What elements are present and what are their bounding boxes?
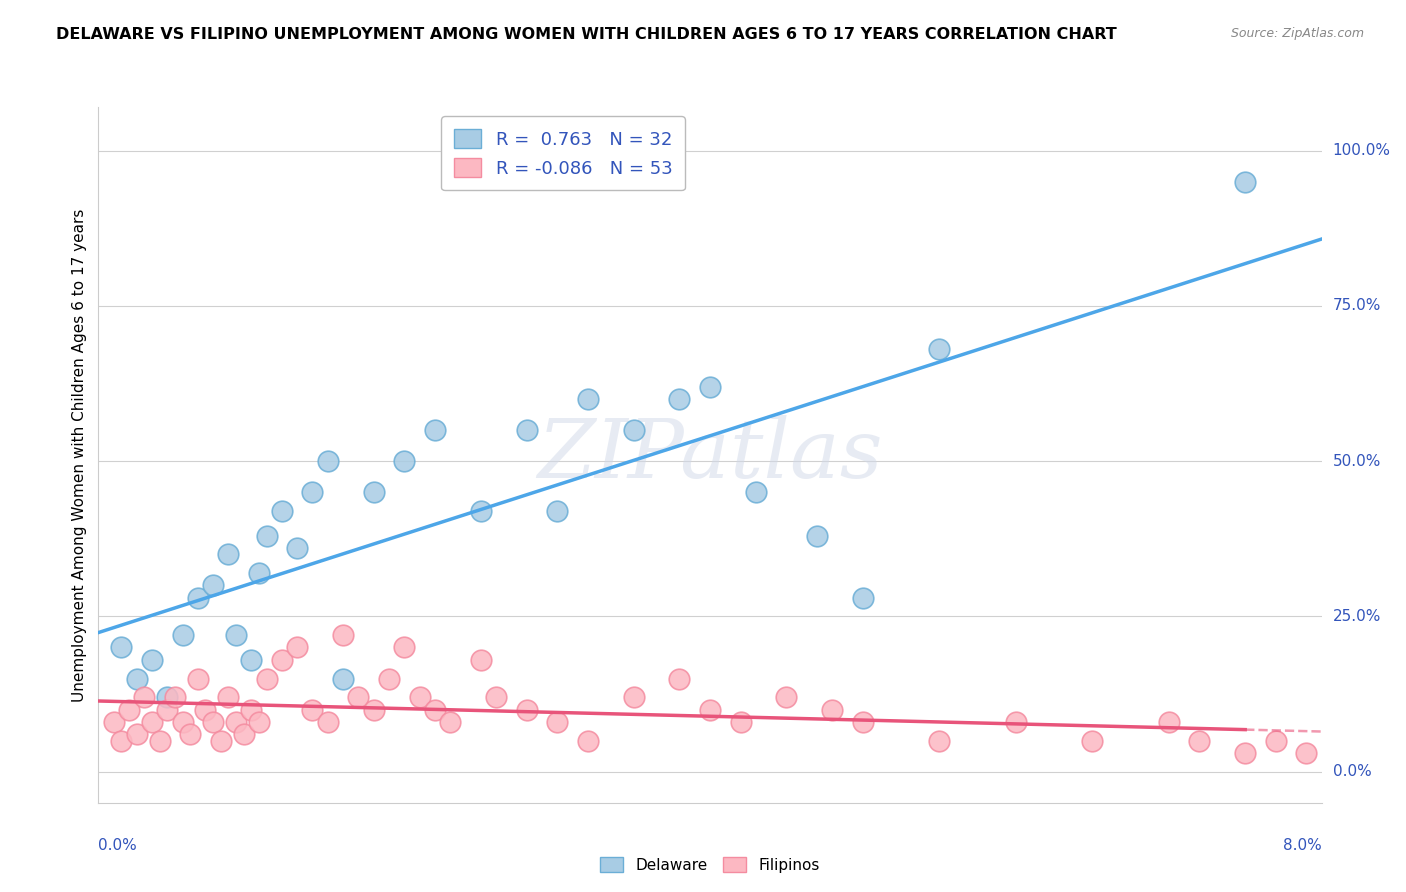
Text: 0.0%: 0.0% [98,838,138,853]
Point [392,454,416,468]
Point [156,690,179,705]
Point [699,379,721,393]
Point [1157,714,1180,729]
Point [423,423,446,437]
Point [852,714,875,729]
Point [668,392,690,406]
Point [1295,746,1317,760]
Point [103,714,125,729]
Point [247,714,270,729]
Point [515,423,537,437]
Point [1004,714,1026,729]
Point [209,733,232,747]
Point [232,727,254,741]
Point [149,733,172,747]
Point [347,690,370,705]
Point [408,690,430,705]
Point [179,727,201,741]
Text: ZIPatlas: ZIPatlas [537,415,883,495]
Point [546,504,568,518]
Point [256,529,278,543]
Point [270,504,294,518]
Point [668,672,690,686]
Point [928,733,950,747]
Point [194,703,217,717]
Point [1188,733,1211,747]
Point [217,547,239,561]
Point [775,690,797,705]
Point [202,714,225,729]
Y-axis label: Unemployment Among Women with Children Ages 6 to 17 years: Unemployment Among Women with Children A… [72,208,87,702]
Point [156,703,179,717]
Point [285,541,308,555]
Point [202,578,225,592]
Text: 25.0%: 25.0% [1333,609,1381,624]
Point [141,653,163,667]
Text: DELAWARE VS FILIPINO UNEMPLOYMENT AMONG WOMEN WITH CHILDREN AGES 6 TO 17 YEARS C: DELAWARE VS FILIPINO UNEMPLOYMENT AMONG … [56,27,1116,42]
Point [392,640,416,655]
Point [1234,746,1257,760]
Text: 0.0%: 0.0% [1333,764,1371,780]
Point [623,690,645,705]
Point [256,672,278,686]
Point [730,714,752,729]
Point [378,672,401,686]
Point [439,714,461,729]
Point [110,640,132,655]
Point [270,653,294,667]
Point [928,343,950,357]
Point [852,591,875,605]
Point [225,714,247,729]
Point [363,703,385,717]
Point [623,423,645,437]
Legend: Delaware, Filipinos: Delaware, Filipinos [595,850,825,879]
Point [485,690,508,705]
Text: 8.0%: 8.0% [1282,838,1322,853]
Point [187,591,209,605]
Point [470,653,492,667]
Point [1234,175,1257,189]
Point [316,714,339,729]
Point [134,690,156,705]
Point [240,653,263,667]
Point [806,529,828,543]
Point [745,485,768,500]
Point [217,690,239,705]
Point [423,703,446,717]
Point [110,733,132,747]
Point [141,714,163,729]
Point [163,690,186,705]
Point [1264,733,1286,747]
Point [118,703,141,717]
Point [699,703,721,717]
Point [316,454,339,468]
Point [225,628,247,642]
Point [301,703,323,717]
Point [515,703,537,717]
Point [576,733,599,747]
Point [187,672,209,686]
Point [470,504,492,518]
Point [301,485,323,500]
Text: 75.0%: 75.0% [1333,298,1381,313]
Point [363,485,385,500]
Point [576,392,599,406]
Point [125,727,148,741]
Point [247,566,270,580]
Point [285,640,308,655]
Point [125,672,148,686]
Point [240,703,263,717]
Point [332,628,354,642]
Point [332,672,354,686]
Text: 100.0%: 100.0% [1333,143,1391,158]
Text: 50.0%: 50.0% [1333,454,1381,468]
Point [172,714,194,729]
Text: Source: ZipAtlas.com: Source: ZipAtlas.com [1230,27,1364,40]
Point [546,714,568,729]
Point [821,703,844,717]
Point [172,628,194,642]
Point [1081,733,1104,747]
